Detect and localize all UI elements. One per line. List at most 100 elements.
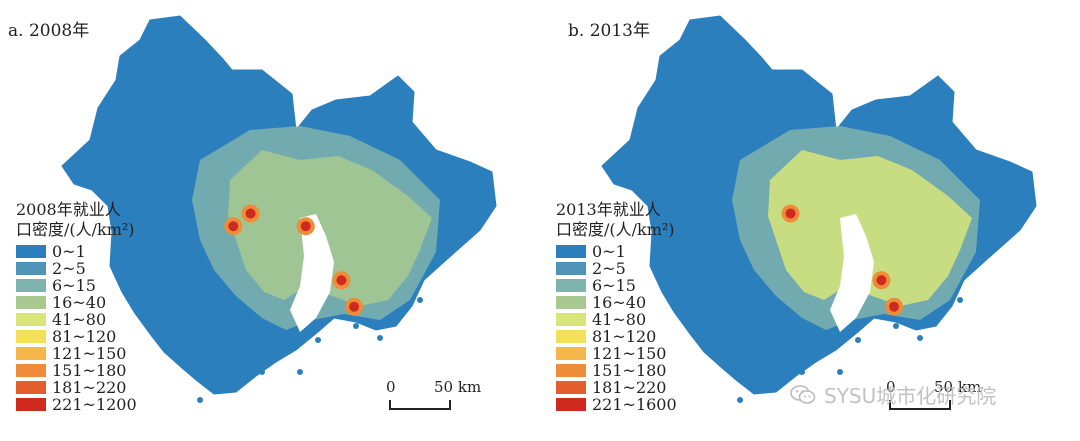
- island: [957, 297, 963, 303]
- hotspot-core: [245, 208, 256, 219]
- legend-swatch: [556, 398, 586, 412]
- panel-title-2008: a. 2008年: [8, 21, 90, 41]
- legend-swatch: [556, 347, 586, 361]
- estuary: [830, 214, 874, 332]
- legend-item: 16~40: [556, 294, 677, 311]
- legend-label: 181~220: [52, 377, 127, 397]
- estuary: [290, 214, 334, 332]
- legend-swatch: [16, 381, 46, 395]
- hotspot-core: [228, 221, 239, 232]
- hotspot-core: [785, 208, 796, 219]
- legend-label: 41~80: [592, 309, 647, 329]
- legend-swatch: [556, 364, 586, 378]
- legend-item: 6~15: [16, 277, 137, 294]
- legend-label: 6~15: [592, 275, 636, 295]
- legend-item: 41~80: [16, 311, 137, 328]
- wechat-icon: [790, 384, 816, 404]
- island: [233, 383, 239, 389]
- legend-label: 16~40: [592, 292, 647, 312]
- legend-item: 16~40: [16, 294, 137, 311]
- legend-swatch: [556, 330, 586, 344]
- legend-label: 16~40: [52, 292, 107, 312]
- legend-2008: 2008年就业人 口密度/(人/km²) 0~1 2~5 6~15 16~40 41~8…: [16, 200, 137, 413]
- legend-title: 2008年就业人 口密度/(人/km²): [16, 200, 135, 239]
- map-2013: [601, 15, 1037, 403]
- legend-item: 6~15: [556, 277, 677, 294]
- legend-swatch: [16, 245, 46, 259]
- island: [799, 369, 805, 375]
- legend-swatch: [16, 296, 46, 310]
- island: [315, 337, 321, 343]
- legend-label: 151~180: [592, 360, 667, 380]
- island: [259, 369, 265, 375]
- legend-item: 41~80: [556, 311, 677, 328]
- island: [837, 369, 843, 375]
- hotspot-core: [300, 221, 311, 232]
- island: [377, 335, 383, 341]
- legend-items: 0~1 2~5 6~15 16~40 41~80 81~120 121~150 151~180…: [556, 243, 677, 413]
- scale-bar-line: [389, 400, 451, 410]
- watermark-text: SYSU城市化研究院: [824, 384, 997, 408]
- legend-2013: 2013年就业人 口密度/(人/km²) 0~1 2~5 6~15 16~40 41~8…: [556, 200, 677, 413]
- legend-swatch: [556, 245, 586, 259]
- scale-start-label: 0: [886, 378, 896, 396]
- island: [417, 297, 423, 303]
- island: [353, 323, 359, 329]
- legend-label: 6~15: [52, 275, 96, 295]
- legend-swatch: [556, 313, 586, 327]
- legend-label: 81~120: [592, 326, 657, 346]
- legend-item: 2~5: [556, 260, 677, 277]
- map-panel-2013: b. 2013年 2013年就业人 口密度/(人/km²) 0~1 2~5 6~15…: [540, 0, 1080, 441]
- density-zone-high: [228, 150, 432, 306]
- legend-label: 221~1600: [592, 394, 677, 414]
- watermark: SYSU城市化研究院: [790, 380, 996, 409]
- legend-item: 121~150: [16, 345, 137, 362]
- legend-label: 81~120: [52, 326, 117, 346]
- legend-items: 0~1 2~5 6~15 16~40 41~80 81~120 121~150 151~180…: [16, 243, 137, 413]
- legend-label: 0~1: [52, 241, 86, 261]
- legend-swatch: [16, 313, 46, 327]
- legend-label: 2~5: [592, 258, 626, 278]
- legend-swatch: [556, 279, 586, 293]
- map-2008: [61, 15, 497, 403]
- hotspot-core: [336, 275, 347, 286]
- island: [917, 335, 923, 341]
- legend-label: 121~150: [52, 343, 127, 363]
- legend-label: 0~1: [592, 241, 626, 261]
- legend-label: 221~1200: [52, 394, 137, 414]
- island: [737, 397, 743, 403]
- legend-item: 151~180: [556, 362, 677, 379]
- legend-title: 2013年就业人 口密度/(人/km²): [556, 200, 675, 239]
- legend-item: 221~1600: [556, 396, 677, 413]
- legend-swatch: [16, 330, 46, 344]
- island: [197, 397, 203, 403]
- panel-title-2013: b. 2013年: [568, 21, 650, 41]
- map-panel-2008: a. 2008年 2008年就业人 口密度/(人/km²) 0~1 2~5 6~15…: [8, 15, 497, 413]
- island: [855, 337, 861, 343]
- legend-swatch: [16, 364, 46, 378]
- legend-item: 81~120: [16, 328, 137, 345]
- legend-label: 181~220: [592, 377, 667, 397]
- legend-swatch: [556, 381, 586, 395]
- legend-label: 151~180: [52, 360, 127, 380]
- legend-swatch: [16, 279, 46, 293]
- island: [893, 323, 899, 329]
- island: [297, 369, 303, 375]
- scale-end-label: 50 km: [934, 378, 982, 396]
- hotspot-core: [876, 275, 887, 286]
- scale-start-label: 0: [386, 378, 396, 396]
- legend-item: 121~150: [556, 345, 677, 362]
- scale-bar-line: [889, 400, 951, 410]
- legend-swatch: [556, 296, 586, 310]
- legend-item: 0~1: [556, 243, 677, 260]
- legend-swatch: [16, 398, 46, 412]
- legend-item: 181~220: [16, 379, 137, 396]
- legend-swatch: [16, 347, 46, 361]
- scale-end-label: 50 km: [434, 378, 482, 396]
- legend-label: 121~150: [592, 343, 667, 363]
- legend-item: 2~5: [16, 260, 137, 277]
- legend-item: 221~1200: [16, 396, 137, 413]
- hotspot-core: [889, 301, 900, 312]
- legend-label: 2~5: [52, 258, 86, 278]
- island: [773, 383, 779, 389]
